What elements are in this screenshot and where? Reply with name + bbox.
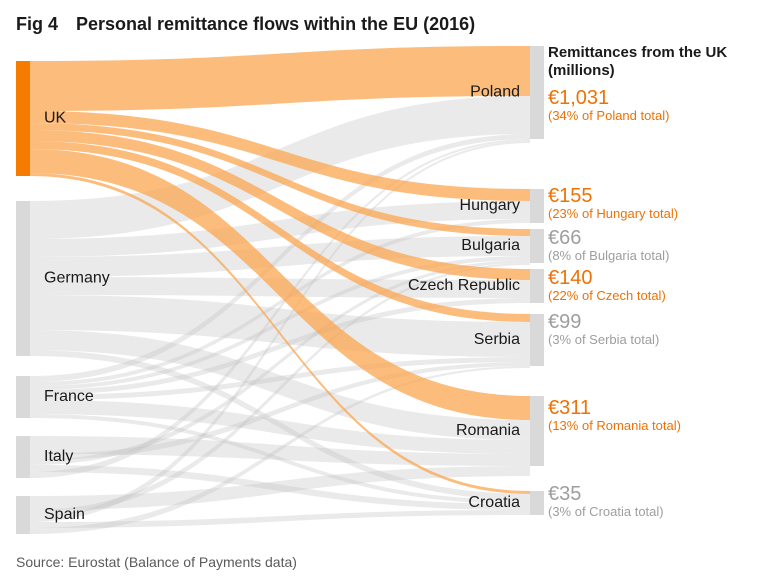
receiver-label-croatia: Croatia [468, 494, 520, 511]
uk-value-serbia: €99(3% of Serbia total) [548, 312, 760, 347]
receiver-label-romania: Romania [456, 422, 520, 439]
uk-value-amount: €311 [548, 398, 760, 418]
sender-node-germany [16, 201, 30, 356]
uk-values-header: Remittances from the UK (millions) [548, 44, 760, 80]
receiver-label-bulgaria: Bulgaria [461, 237, 520, 254]
uk-value-bulgaria: €66(8% of Bulgaria total) [548, 228, 760, 263]
uk-value-poland: €1,031(34% of Poland total) [548, 88, 760, 123]
uk-value-pct: (13% of Romania total) [548, 418, 760, 433]
figure-title: Fig 4 Personal remittance flows within t… [16, 14, 475, 35]
sender-label-germany: Germany [44, 270, 110, 287]
receiver-node-bulgaria [530, 229, 544, 263]
uk-value-czech: €140(22% of Czech total) [548, 268, 760, 303]
receiver-node-croatia [530, 491, 544, 515]
sender-label-france: France [44, 388, 94, 405]
remittance-sankey-figure: Fig 4 Personal remittance flows within t… [0, 0, 768, 576]
receiver-label-poland: Poland [470, 84, 520, 101]
receiver-label-serbia: Serbia [474, 331, 520, 348]
uk-value-amount: €1,031 [548, 88, 760, 108]
uk-value-amount: €155 [548, 186, 760, 206]
uk-value-pct: (3% of Serbia total) [548, 332, 760, 347]
sender-label-uk: UK [44, 110, 67, 127]
sankey-chart: UK Germany France Italy Spain Poland Hungary Bu… [16, 44, 544, 548]
uk-value-pct: (23% of Hungary total) [548, 206, 760, 221]
uk-value-romania: €311(13% of Romania total) [548, 398, 760, 433]
receiver-node-poland [530, 46, 544, 139]
uk-value-croatia: €35(3% of Croatia total) [548, 484, 760, 519]
uk-value-amount: €140 [548, 268, 760, 288]
uk-value-pct: (22% of Czech total) [548, 288, 760, 303]
uk-value-amount: €99 [548, 312, 760, 332]
sender-label-spain: Spain [44, 506, 85, 523]
receiver-label-czech: Czech Republic [408, 277, 520, 294]
sender-node-italy [16, 436, 30, 478]
receiver-node-serbia [530, 314, 544, 366]
receiver-node-romania [530, 396, 544, 466]
uk-value-hungary: €155(23% of Hungary total) [548, 186, 760, 221]
receiver-label-hungary: Hungary [460, 197, 520, 214]
sender-node-france [16, 376, 30, 418]
uk-value-amount: €66 [548, 228, 760, 248]
sender-node-spain [16, 496, 30, 534]
uk-value-amount: €35 [548, 484, 760, 504]
source-note: Source: Eurostat (Balance of Payments da… [16, 554, 297, 570]
uk-value-pct: (3% of Croatia total) [548, 504, 760, 519]
uk-values-column: Remittances from the UK (millions) €1,03… [548, 44, 760, 548]
receiver-node-hungary [530, 189, 544, 223]
sender-node-uk [16, 61, 30, 176]
uk-value-pct: (34% of Poland total) [548, 108, 760, 123]
sender-label-italy: Italy [44, 448, 73, 465]
receiver-node-czech [530, 269, 544, 303]
uk-value-pct: (8% of Bulgaria total) [548, 248, 760, 263]
